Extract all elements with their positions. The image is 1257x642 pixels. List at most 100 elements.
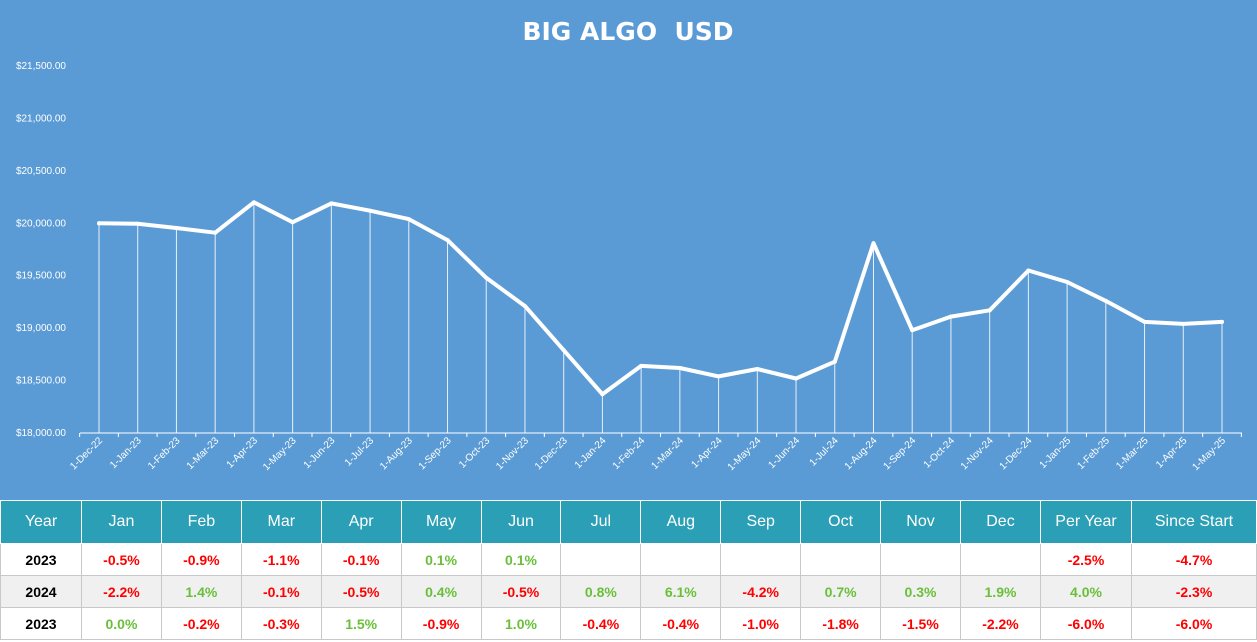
column-header: May [400,500,482,544]
return-cell: 0.4% [400,575,482,608]
data-point [948,314,953,319]
table-row: 2024 -2.2% 1.4% -0.1% -0.5% 0.4% -0.5% 0.8% 6.1%… [0,575,1257,608]
table-body: 2023 -0.5% -0.9% -1.1% -0.1% 0.1% 0.1% -2.5% -4.… [0,543,1257,640]
return-cell: 1.4% [160,575,242,608]
year-cell: 2024 [0,575,82,608]
x-tick-label: 1-Jul-23 [343,435,377,469]
x-tick-label: 1-Apr-25 [1154,435,1190,471]
return-cell: 1.5% [320,607,402,640]
x-tick-label: 1-Mar-24 [650,435,687,472]
column-header: Mar [240,500,322,544]
x-tick-label: 1-Nov-24 [959,435,996,472]
return-cell: -0.4% [560,607,642,640]
x-tick-label: 1-Jan-25 [1038,435,1074,471]
return-cell: 4.0% [1040,575,1132,608]
return-cell: -0.5% [480,575,562,608]
data-point [1142,319,1147,324]
return-cell [560,543,642,576]
data-point [716,374,721,379]
line-chart: BIG ALGO USD $18,000.00 $18,500.00 $19,000.… [16,17,1242,473]
data-point [871,241,876,246]
column-header: Jul [560,500,642,544]
return-cell: -0.9% [160,543,242,576]
data-point [677,365,682,370]
return-cell: -2.5% [1040,543,1132,576]
return-cell: -0.3% [240,607,322,640]
data-point [445,238,450,243]
data-point [406,217,411,222]
chart-panel: BIG ALGO USD $18,000.00 $18,500.00 $19,000.… [0,0,1257,500]
return-cell: -6.0% [1131,607,1257,640]
return-cell: -0.9% [400,607,482,640]
x-tick-label: 1-May-24 [726,435,764,473]
x-tick-label: 1-Jun-23 [302,435,338,471]
return-cell: 6.1% [640,575,722,608]
x-tick-label: 1-Dec-22 [68,435,105,472]
x-tick-label: 1-Aug-23 [378,435,415,472]
return-cell [720,543,802,576]
y-tick-label: $20,000.00 [16,218,66,229]
column-header: Dec [959,500,1042,544]
return-cell: 0.0% [81,607,162,640]
data-point [1103,298,1108,303]
series-line [97,200,1224,397]
x-tick-label: 1-Dec-23 [533,435,570,472]
x-tick-label: 1-Sep-24 [881,435,918,472]
return-cell [880,543,961,576]
column-header: Aug [640,500,722,544]
return-cell: -1.5% [880,607,961,640]
x-tick-label: 1-Jan-24 [573,435,609,471]
return-cell: -2.2% [959,607,1042,640]
column-header: Per Year [1040,500,1132,544]
return-cell: -0.1% [320,543,402,576]
return-cell: 0.7% [800,575,882,608]
column-header: Oct [800,500,882,544]
data-point [1026,268,1031,273]
return-cell: -1.1% [240,543,322,576]
column-header: Apr [320,500,402,544]
y-tick-label: $19,000.00 [16,323,66,334]
y-tick-label: $18,500.00 [16,376,66,387]
return-cell: 1.0% [480,607,562,640]
data-point [174,226,179,231]
x-tick-label: 1-Oct-23 [457,435,493,471]
table-row: 2023 -0.5% -0.9% -1.1% -0.1% 0.1% 0.1% -2.5% -4.… [0,543,1257,576]
data-point [600,392,605,397]
return-cell: -0.2% [160,607,242,640]
return-cell [640,543,722,576]
return-cell [800,543,882,576]
return-cell: -0.4% [640,607,722,640]
return-cell: 0.1% [400,543,482,576]
x-tick-label: 1-Feb-24 [611,435,648,472]
data-point [639,363,644,368]
data-point [290,220,295,225]
column-header: Nov [880,500,961,544]
year-cell: 2023 [0,607,82,640]
return-cell: 0.8% [560,575,642,608]
y-tick-label: $21,000.00 [16,113,66,124]
x-tick-label: 1-May-23 [261,435,299,473]
y-tick-label: $18,000.00 [16,428,66,439]
data-point [561,348,566,353]
column-header: Jan [81,500,162,544]
return-cell: 0.1% [480,543,562,576]
x-tick-label: 1-Nov-23 [494,435,531,472]
x-tick-label: 1-Feb-25 [1075,435,1112,472]
data-point [329,201,334,206]
x-tick-label: 1-Apr-23 [225,435,261,471]
return-cell: -2.2% [81,575,162,608]
data-point [1065,280,1070,285]
table-header-row: Year Jan Feb Mar Apr May Jun Jul Aug Sep Oct Nov Dec… [0,500,1257,544]
return-cell [959,543,1042,576]
return-cell: -2.3% [1131,575,1257,608]
year-cell: 2023 [0,543,82,576]
return-cell: -1.0% [720,607,802,640]
x-tick-label: 1-Jul-24 [808,435,842,469]
return-cell: -0.5% [81,543,162,576]
return-cell: -1.8% [800,607,882,640]
x-tick-label: 1-May-25 [1190,435,1228,473]
monthly-returns-table: Year Jan Feb Mar Apr May Jun Jul Aug Sep Oct Nov Dec… [0,500,1257,640]
x-tick-label: 1-Aug-24 [843,435,880,472]
data-point [794,376,799,381]
x-tick-label: 1-Jun-24 [766,435,802,471]
